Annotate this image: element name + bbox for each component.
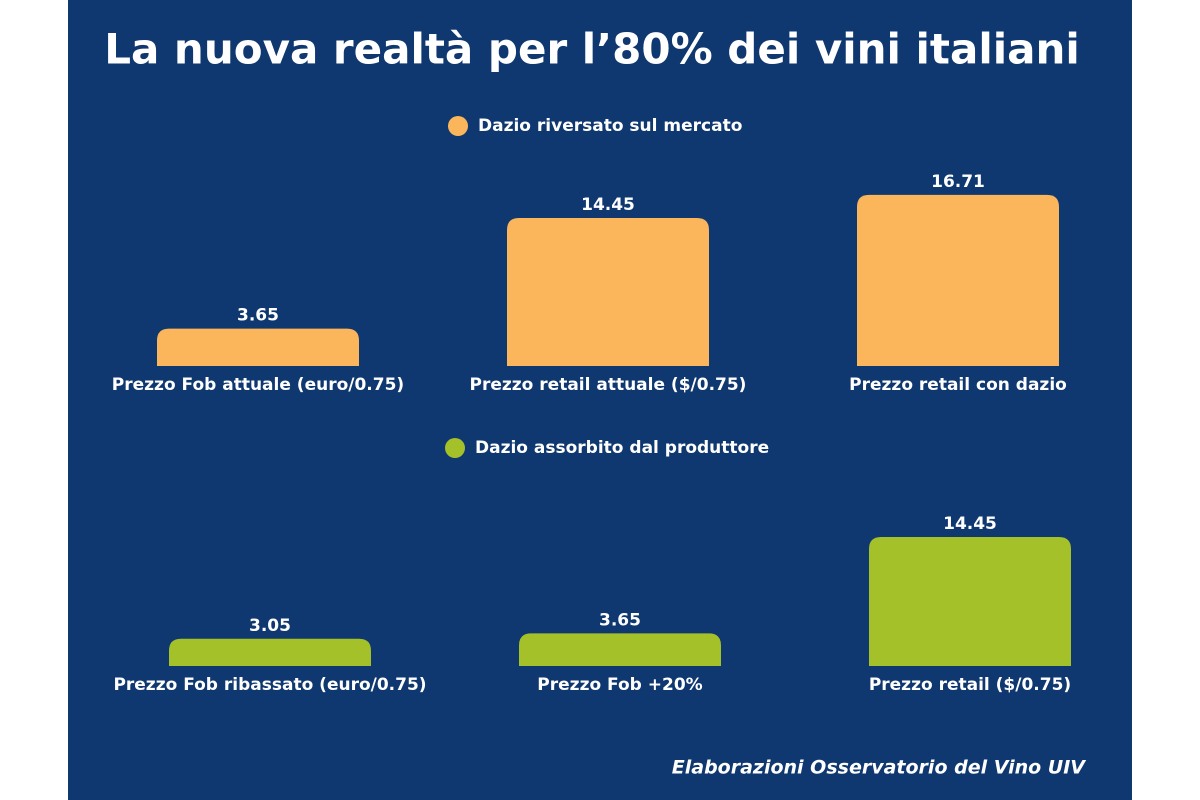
source: Elaborazioni Osservatorio del Vino UIV (672, 757, 1087, 779)
bar (857, 194, 1059, 366)
category-label: Prezzo retail con dazio (849, 375, 1067, 395)
category-label: Prezzo retail attuale ($/0.75) (470, 375, 747, 395)
value-label: 3.05 (249, 616, 291, 636)
bar (869, 536, 1071, 666)
legend-marker (445, 438, 465, 458)
category-label: Prezzo retail ($/0.75) (869, 675, 1071, 695)
category-label: Prezzo Fob attuale (euro/0.75) (112, 375, 404, 395)
bar (507, 218, 709, 366)
value-label: 3.65 (599, 610, 641, 630)
value-label: 3.65 (237, 306, 279, 326)
panel (68, 0, 1132, 800)
legend-label: Dazio assorbito dal produttore (475, 438, 769, 458)
value-label: 14.45 (943, 514, 997, 534)
category-label: Prezzo Fob ribassato (euro/0.75) (113, 675, 426, 695)
bar (169, 638, 371, 666)
legend-marker (448, 116, 468, 136)
value-label: 16.71 (931, 172, 985, 192)
legend-label: Dazio riversato sul mercato (478, 116, 742, 136)
bar (157, 328, 359, 366)
value-label: 14.45 (581, 195, 635, 215)
title: La nuova realtà per l’80% dei vini itali… (104, 25, 1080, 74)
category-label: Prezzo Fob +20% (537, 675, 702, 695)
bar (519, 633, 721, 666)
